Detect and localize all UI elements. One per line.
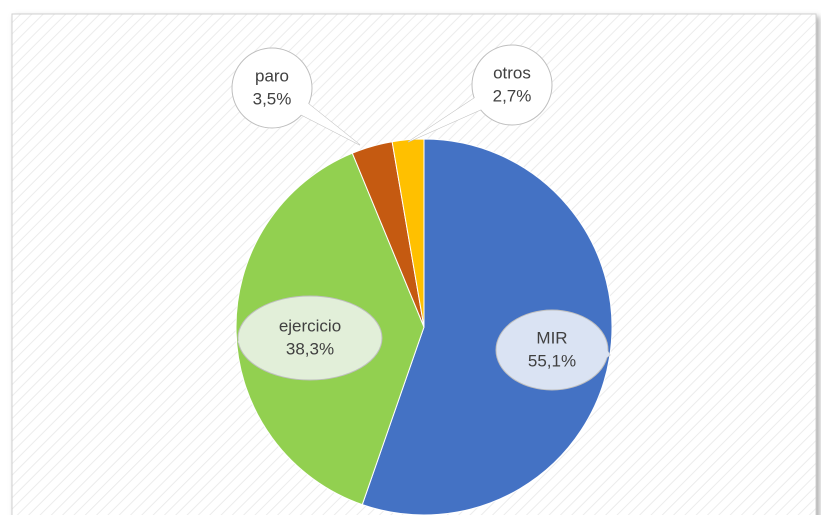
data-label-value: 38,3% bbox=[286, 339, 334, 358]
data-label-value: 3,5% bbox=[253, 89, 292, 108]
data-label-category: paro bbox=[255, 66, 289, 85]
callout-pointer-fill bbox=[238, 333, 244, 348]
callout-bubble bbox=[237, 295, 383, 381]
data-label-value: 55,1% bbox=[528, 351, 576, 370]
data-label-value: 2,7% bbox=[493, 86, 532, 105]
data-label-category: MIR bbox=[536, 328, 567, 347]
pie-slice bbox=[391, 138, 425, 328]
callout-pointer-fill bbox=[408, 97, 483, 142]
callout-bubble bbox=[231, 47, 313, 129]
data-label-category: otros bbox=[493, 63, 531, 82]
pie-slice bbox=[361, 138, 613, 516]
callout-bubble bbox=[495, 309, 609, 391]
pie bbox=[235, 138, 613, 516]
callout-pointer-fill bbox=[603, 346, 610, 360]
data-label-category: ejercicio bbox=[279, 316, 341, 335]
callout-bubble bbox=[471, 44, 553, 126]
callout-pointer-fill bbox=[299, 102, 360, 145]
